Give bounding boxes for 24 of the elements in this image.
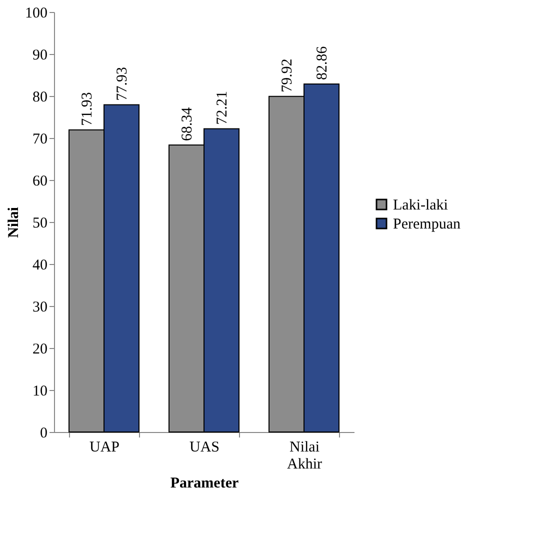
x-tick-label: UAS	[189, 440, 220, 456]
y-tick-label: 50	[32, 216, 48, 232]
y-tick-label: 80	[32, 90, 48, 106]
y-tick-label: 100	[25, 6, 48, 22]
data-label: 72.21	[214, 90, 230, 125]
y-tick-label: 0	[40, 426, 48, 442]
data-label: 77.93	[114, 66, 130, 101]
legend-label: Perempuan	[393, 216, 461, 232]
data-label: 82.86	[314, 46, 330, 80]
y-tick-label: 60	[32, 174, 48, 190]
data-label: 68.34	[180, 106, 196, 141]
x-tick-label: UAP	[89, 440, 120, 456]
legend-label: Laki-laki	[393, 198, 448, 214]
x-tick-label: Nilai Akhir	[287, 440, 322, 472]
y-tick-label: 70	[32, 132, 48, 148]
data-label: 71.93	[80, 92, 96, 126]
y-tick-label: 90	[32, 48, 48, 64]
y-tick-label: 20	[32, 342, 48, 358]
y-axis-title: Nilai	[6, 207, 22, 238]
y-tick-label: 40	[32, 258, 48, 274]
x-axis-title: Parameter	[170, 476, 239, 492]
data-label: 79.92	[280, 58, 296, 92]
y-tick-label: 30	[32, 300, 48, 316]
y-tick-label: 10	[32, 384, 48, 400]
